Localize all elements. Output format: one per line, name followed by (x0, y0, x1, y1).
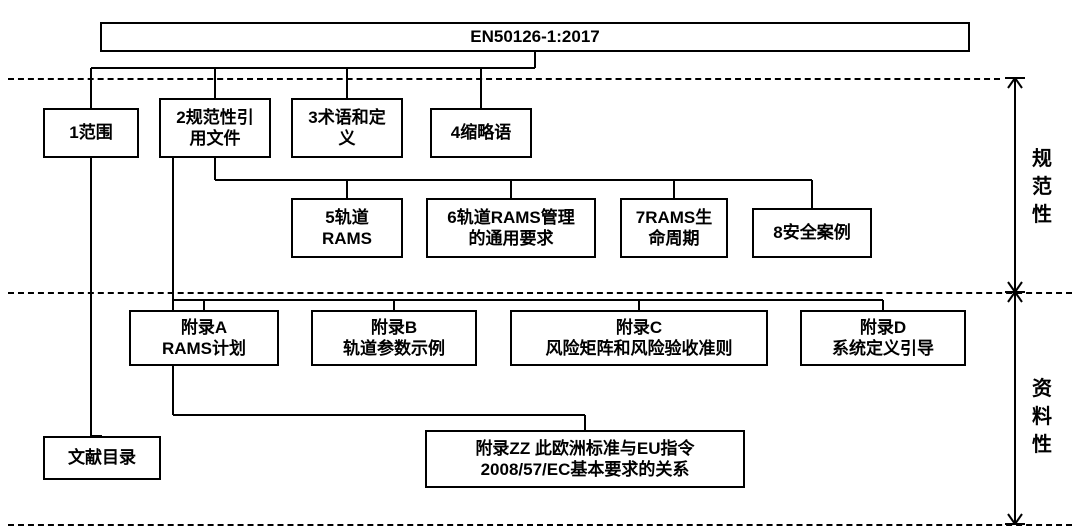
node-label: 附录C风险矩阵和风险验收准则 (546, 317, 733, 360)
node-label: 附录B轨道参数示例 (343, 317, 445, 360)
node-c8: 8安全案例 (752, 208, 872, 258)
node-c6: 6轨道RAMS管理的通用要求 (426, 198, 596, 258)
node-label: 5轨道RAMS (322, 207, 372, 250)
section-label-informative: 资料性 (1032, 375, 1052, 459)
node-c3: 3术语和定义 (291, 98, 403, 158)
node-label: 附录D系统定义引导 (832, 317, 934, 360)
node-c4: 4缩略语 (430, 108, 532, 158)
node-label: EN50126-1:2017 (470, 26, 599, 47)
diagram-canvas: EN50126-1:2017 1范围 2规范性引用文件 3术语和定义 4缩略语 5轨道RA… (0, 0, 1080, 531)
node-axA: 附录ARAMS计划 (129, 310, 279, 366)
node-label: 附录ARAMS计划 (162, 317, 246, 360)
node-label: 7RAMS生命周期 (636, 207, 713, 250)
dashed-rule (8, 524, 1072, 526)
node-label: 6轨道RAMS管理的通用要求 (447, 207, 575, 250)
node-c5: 5轨道RAMS (291, 198, 403, 258)
node-c7: 7RAMS生命周期 (620, 198, 728, 258)
node-root: EN50126-1:2017 (100, 22, 970, 52)
node-axB: 附录B轨道参数示例 (311, 310, 477, 366)
node-bib: 文献目录 (43, 436, 161, 480)
node-axD: 附录D系统定义引导 (800, 310, 966, 366)
node-axZZ: 附录ZZ 此欧洲标准与EU指令2008/57/EC基本要求的关系 (425, 430, 745, 488)
node-label: 4缩略语 (451, 122, 511, 143)
node-label: 8安全案例 (773, 222, 850, 243)
node-label: 1范围 (69, 122, 112, 143)
section-label-normative: 规范性 (1032, 145, 1052, 229)
node-label: 3术语和定义 (308, 107, 385, 150)
node-label: 文献目录 (68, 447, 136, 468)
node-label: 2规范性引用文件 (176, 107, 253, 150)
node-c1: 1范围 (43, 108, 139, 158)
node-axC: 附录C风险矩阵和风险验收准则 (510, 310, 768, 366)
node-c2: 2规范性引用文件 (159, 98, 271, 158)
dashed-rule (8, 78, 1000, 80)
node-label: 附录ZZ 此欧洲标准与EU指令2008/57/EC基本要求的关系 (475, 438, 694, 481)
dashed-rule (8, 292, 1072, 294)
